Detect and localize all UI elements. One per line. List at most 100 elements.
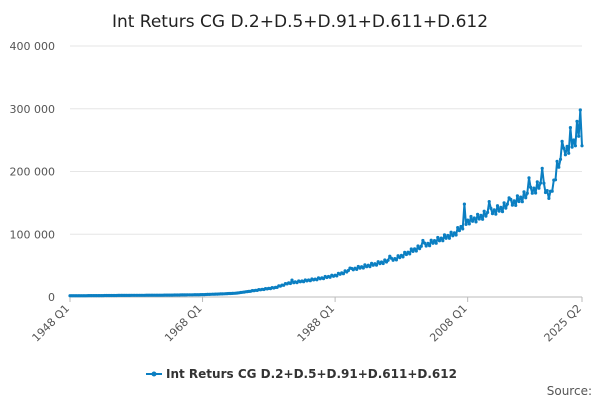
data-point[interactable] [542,181,546,185]
data-point[interactable] [567,151,571,155]
legend[interactable]: Int Returs CG D.2+D.5+D.91+D.611+D.612 [146,367,457,381]
data-point[interactable] [519,195,523,199]
data-point[interactable] [539,181,543,185]
data-point[interactable] [490,212,495,216]
data-point[interactable] [524,196,528,200]
data-point[interactable] [578,108,582,112]
data-point[interactable] [434,241,438,245]
data-point[interactable] [505,202,509,206]
data-point[interactable] [431,241,435,245]
data-point[interactable] [346,268,350,273]
data-point[interactable] [509,197,513,201]
data-point[interactable] [469,214,473,219]
data-point[interactable] [502,201,506,205]
data-point[interactable] [335,274,339,278]
data-point[interactable] [484,214,488,218]
data-point[interactable] [432,239,437,243]
data-point[interactable] [562,146,566,150]
data-point[interactable] [487,200,491,204]
data-point[interactable] [459,224,463,229]
data-point[interactable] [540,166,544,170]
data-point[interactable] [447,236,451,240]
data-point[interactable] [495,204,500,208]
data-point[interactable] [451,234,455,238]
data-point[interactable] [494,212,498,216]
data-point[interactable] [401,255,405,259]
data-point[interactable] [570,145,574,149]
data-point[interactable] [416,244,420,248]
data-point[interactable] [411,249,415,253]
data-point[interactable] [461,227,465,231]
data-point[interactable] [381,261,385,266]
data-point[interactable] [421,238,425,243]
data-point[interactable] [479,213,483,217]
data-point[interactable] [525,191,529,195]
data-point[interactable] [481,217,485,221]
data-point[interactable] [504,206,508,210]
data-point[interactable] [474,220,478,224]
data-point[interactable] [355,267,359,271]
data-point[interactable] [439,236,443,240]
data-point[interactable] [568,126,573,130]
data-point[interactable] [408,252,412,256]
data-point[interactable] [426,241,430,245]
data-point[interactable] [462,202,466,206]
data-point[interactable] [368,265,372,269]
data-point[interactable] [537,186,541,190]
data-point[interactable] [512,199,516,203]
data-point[interactable] [527,176,531,180]
data-point[interactable] [404,252,408,257]
data-point[interactable] [361,266,365,270]
data-point[interactable] [428,244,432,248]
data-point[interactable] [437,239,442,243]
data-point[interactable] [560,139,564,143]
data-point[interactable] [565,144,569,148]
data-point[interactable] [409,247,413,251]
data-point[interactable] [529,185,533,189]
data-point[interactable] [557,165,561,169]
data-point[interactable] [510,203,514,207]
data-point[interactable] [517,199,521,204]
data-point[interactable] [545,189,549,193]
data-point[interactable] [288,281,292,286]
data-point[interactable] [418,247,422,251]
data-point[interactable] [423,241,427,245]
data-point[interactable] [449,230,453,234]
data-point[interactable] [515,194,520,198]
data-point[interactable] [386,258,390,262]
data-point[interactable] [572,138,576,142]
data-point[interactable] [534,191,538,195]
data-point[interactable] [530,191,534,195]
data-point[interactable] [444,236,448,240]
data-point[interactable] [424,244,428,248]
data-point[interactable] [374,263,379,267]
data-point[interactable] [466,218,470,222]
data-point[interactable] [471,219,475,223]
data-point[interactable] [456,226,460,230]
data-point[interactable] [441,239,445,243]
data-point[interactable] [436,235,440,240]
data-point[interactable] [414,249,418,253]
data-point[interactable] [398,256,402,260]
data-point[interactable] [477,217,481,221]
data-point[interactable] [454,233,458,237]
data-point[interactable] [467,222,471,226]
data-point[interactable] [394,258,398,262]
data-point[interactable] [580,144,584,148]
data-point[interactable] [476,212,480,216]
data-point[interactable] [573,144,578,148]
data-point[interactable] [575,119,579,123]
data-point[interactable] [457,229,461,233]
data-point[interactable] [464,222,468,226]
data-point[interactable] [550,189,554,193]
data-point[interactable] [341,272,345,276]
data-point[interactable] [472,216,476,220]
data-point[interactable] [500,210,505,214]
data-point[interactable] [489,206,493,210]
data-point[interactable] [532,186,536,190]
data-point[interactable] [553,178,558,182]
data-point[interactable] [520,200,524,204]
data-point[interactable] [429,238,433,242]
data-point[interactable] [442,233,447,237]
data-point[interactable] [482,209,486,213]
